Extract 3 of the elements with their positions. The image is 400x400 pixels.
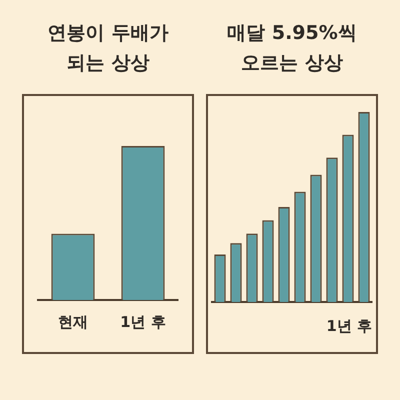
chart-title: 연봉이 두배가 되는 상상: [46, 21, 170, 76]
chart-title: 매달 5.95%씩 오르는 상상: [226, 21, 358, 76]
x-tick-label: 현재: [58, 312, 88, 331]
